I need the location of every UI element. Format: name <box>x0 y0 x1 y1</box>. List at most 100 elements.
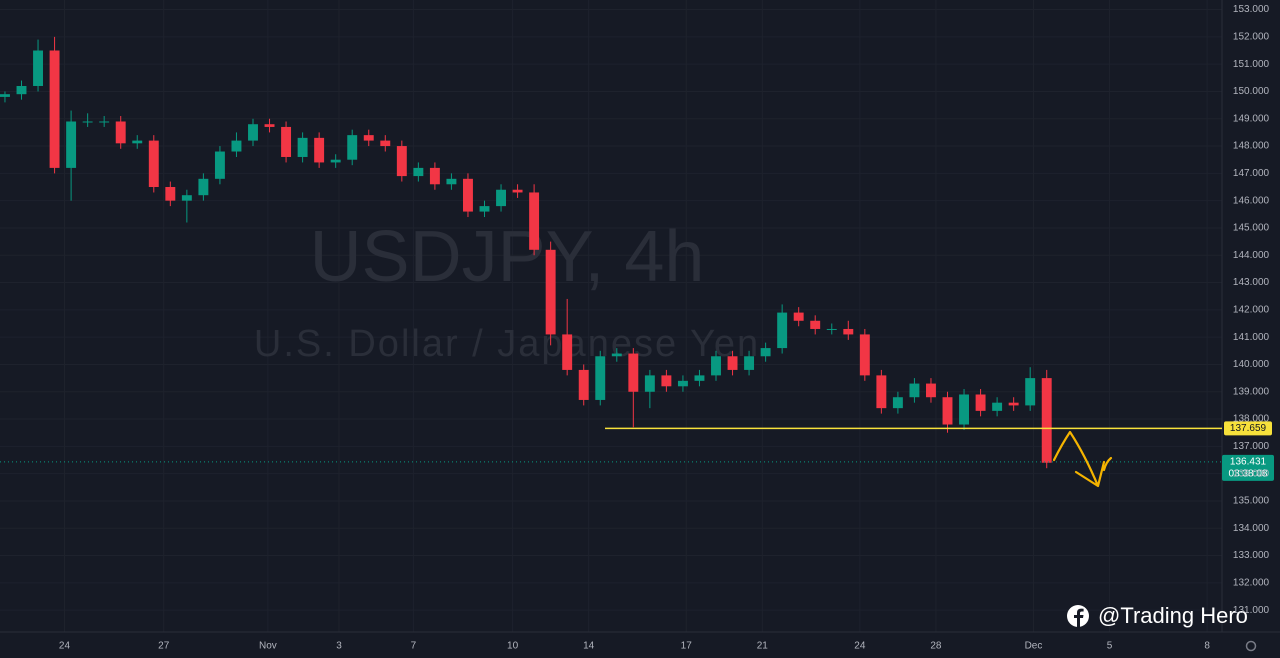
y-tick-label: 148.000 <box>1233 141 1270 152</box>
candle-body <box>363 135 374 141</box>
x-tick-label: 7 <box>411 641 417 652</box>
y-tick-label: 131.000 <box>1233 605 1270 616</box>
candle-body <box>148 140 159 188</box>
countdown-label: 03:38:08 <box>1229 469 1268 480</box>
y-tick-label: 132.000 <box>1233 578 1270 589</box>
candle-body <box>181 195 192 201</box>
facebook-glyph <box>1074 608 1084 627</box>
x-tick-label: Dec <box>1025 641 1043 652</box>
settings-icon[interactable] <box>1245 640 1257 652</box>
x-tick-label: 27 <box>158 641 170 652</box>
candle-body <box>33 50 43 86</box>
candle-body <box>744 356 755 370</box>
candle-body <box>463 178 473 212</box>
candle-body <box>661 375 672 387</box>
y-tick-label: 145.000 <box>1233 223 1270 234</box>
y-tick-label: 146.000 <box>1233 195 1270 206</box>
candle-body <box>578 369 589 400</box>
y-tick-label: 143.000 <box>1233 277 1270 288</box>
candle-body <box>876 375 887 409</box>
y-tick-label: 153.000 <box>1233 4 1270 15</box>
candle-body <box>793 312 804 321</box>
candle-body <box>429 167 440 185</box>
x-tick-label: 14 <box>583 641 595 652</box>
candle-body <box>82 121 93 123</box>
branding-text: @Trading Hero <box>1098 603 1248 628</box>
y-tick-label: 151.000 <box>1233 59 1270 70</box>
candle-body <box>16 85 27 95</box>
candle-body <box>545 249 556 335</box>
candle-body <box>446 178 457 185</box>
candle-body <box>694 375 705 381</box>
y-tick-label: 133.000 <box>1233 550 1270 561</box>
candle-body <box>496 189 506 207</box>
candle-body <box>99 121 110 123</box>
watermark-title: USDJPY, 4h <box>310 217 705 297</box>
candle-body <box>711 356 721 376</box>
candle-body <box>231 140 242 152</box>
candle-body <box>0 94 10 97</box>
candle-body <box>1041 378 1052 463</box>
candle-body <box>198 178 209 196</box>
y-tick-label: 138.000 <box>1233 414 1270 425</box>
y-tick-label: 140.000 <box>1233 359 1270 370</box>
y-tick-label: 142.000 <box>1233 304 1270 315</box>
candle-body <box>248 124 258 141</box>
branding: @Trading Hero <box>1067 603 1248 628</box>
support-label-box <box>1224 421 1272 436</box>
candle-body <box>330 159 341 163</box>
x-tick-label: 5 <box>1107 641 1113 652</box>
candle-body <box>281 126 292 157</box>
candle-body <box>1008 402 1019 406</box>
candle-body <box>826 328 837 330</box>
y-tick-label: 136.000 <box>1233 468 1270 479</box>
candle-body <box>132 140 143 144</box>
candle-body <box>512 189 523 193</box>
y-tick-label: 134.000 <box>1233 523 1270 534</box>
candle-body <box>892 397 903 409</box>
candle-body <box>909 383 920 398</box>
y-tick-label: 135.000 <box>1233 496 1270 507</box>
candle-body <box>926 383 936 398</box>
candle-body <box>347 135 358 160</box>
x-tick-label: 3 <box>336 641 342 652</box>
x-tick-label: 10 <box>507 641 519 652</box>
candle-body <box>165 187 176 201</box>
y-tick-label: 144.000 <box>1233 250 1270 261</box>
candle-body <box>479 206 490 212</box>
candle-body <box>727 356 738 370</box>
x-tick-label: 28 <box>930 641 942 652</box>
support-label: 137.659 <box>1230 423 1267 434</box>
grid <box>0 0 1222 632</box>
y-tick-label: 149.000 <box>1233 113 1270 124</box>
candle-body <box>214 151 225 179</box>
x-tick-label: 24 <box>854 641 866 652</box>
candle-body <box>611 353 622 357</box>
candle-body <box>1025 378 1036 406</box>
last-price-box <box>1222 454 1274 481</box>
candle-body <box>959 394 970 425</box>
y-tick-label: 152.000 <box>1233 31 1270 42</box>
x-tick-label: 21 <box>757 641 769 652</box>
y-tick-label: 139.000 <box>1233 386 1270 397</box>
candle-body <box>760 348 771 357</box>
candle-body <box>628 353 639 392</box>
x-tick-label: 24 <box>59 641 71 652</box>
candle-body <box>843 328 854 335</box>
candle-body <box>413 167 424 177</box>
candle-body <box>562 334 573 370</box>
candle-body <box>49 50 60 168</box>
candle-body <box>644 375 655 392</box>
y-tick-label: 141.000 <box>1233 332 1270 343</box>
candle-body <box>264 124 275 127</box>
last-price-label: 136.431 <box>1230 457 1267 468</box>
candle-body <box>810 320 821 329</box>
candle-body <box>380 140 391 147</box>
gear[interactable] <box>1245 640 1257 652</box>
candle-body <box>677 380 688 387</box>
x-tick-label: 8 <box>1204 641 1210 652</box>
